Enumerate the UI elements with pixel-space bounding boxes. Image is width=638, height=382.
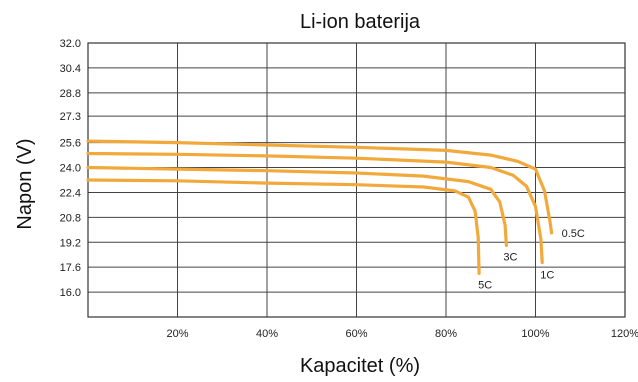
x-tick-label: 20%: [166, 328, 188, 340]
y-tick-label: 20.8: [60, 212, 81, 224]
y-tick-label: 28.8: [60, 88, 81, 100]
x-tick-label: 100%: [521, 328, 549, 340]
series-line: [86, 178, 481, 275]
y-tick-label: 17.6: [60, 262, 81, 274]
y-tick-labels: 32.0 30.4 28.8 27.3 25.6 24.0 22.4 20.8 19.2 17.6…: [60, 38, 81, 299]
y-axis-title: Napon (V): [14, 138, 36, 229]
x-tick-label: 80%: [435, 328, 457, 340]
series-line: [86, 151, 544, 265]
series-line: [86, 165, 508, 247]
y-tick-label: 16.0: [60, 287, 81, 299]
y-tick-label: 25.6: [60, 138, 81, 150]
series-line: [86, 139, 554, 235]
x-tick-labels: 20% 40% 60% 80% 100% 120%: [166, 328, 638, 340]
series-label: 5C: [478, 279, 492, 291]
series-label: 1C: [540, 270, 554, 282]
y-tick-label: 24.0: [60, 163, 81, 175]
x-tick-label: 40%: [256, 328, 278, 340]
x-tick-label: 120%: [611, 328, 638, 340]
y-tick-label: 19.2: [60, 237, 81, 249]
y-tick-label: 22.4: [60, 187, 81, 199]
series-label: 0.5C: [562, 228, 585, 240]
series-label: 3C: [503, 251, 517, 263]
y-tick-label: 32.0: [60, 38, 81, 50]
y-tick-label: 27.3: [60, 111, 81, 123]
chart-title: Li-ion baterija: [300, 11, 421, 33]
y-tick-label: 30.4: [60, 63, 81, 75]
series-labels: 0.5C 1C 3C 5C: [478, 228, 585, 291]
series-lines: [86, 139, 554, 275]
x-tick-label: 60%: [345, 328, 367, 340]
x-axis-title: Kapacitet (%): [300, 355, 420, 377]
